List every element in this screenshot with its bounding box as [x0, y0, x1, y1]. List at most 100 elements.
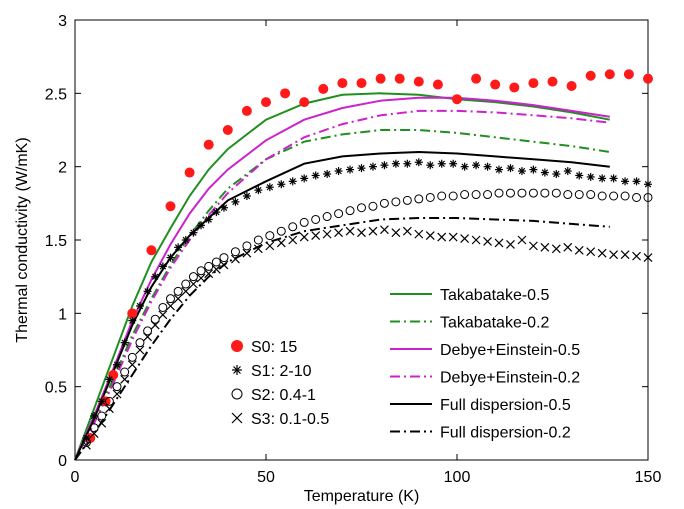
data-point-s3-0-1-0-5: [242, 248, 252, 258]
data-point-s3-0-1-0-5: [158, 310, 168, 320]
data-point-s2-0-4-1: [81, 437, 91, 447]
data-point-s1-2-10-stroke: [213, 208, 220, 216]
data-point-s3-0-1-0-5: [181, 286, 191, 296]
data-point-s3-0-1-0-5-stroke: [276, 238, 286, 248]
data-point-s3-0-1-0-5: [402, 226, 412, 236]
data-point-s1-2-10: [90, 412, 99, 420]
data-point-s2-0-4-1: [127, 352, 137, 362]
data-point-s2-0-4-1: [112, 382, 122, 392]
data-point-s3-0-1-0-5-stroke: [494, 238, 504, 248]
y-tick-label: 0: [58, 453, 67, 470]
data-point-s3-0-1-0-5-stroke: [196, 273, 206, 283]
data-point-s2-0-4-1: [135, 338, 145, 348]
data-point-s3-0-1-0-5-stroke: [517, 235, 527, 245]
data-point-s1-2-10-stroke: [346, 166, 354, 173]
data-point-s1-2-10: [414, 158, 423, 167]
data-point-s0-15: [490, 79, 501, 90]
data-point-s2-0-4-1: [609, 191, 619, 201]
data-point-s3-0-1-0-5-stroke: [402, 226, 412, 236]
data-point-s2-0-4-1: [483, 190, 493, 200]
data-point-s3-0-1-0-5-stroke: [82, 440, 91, 450]
data-point-s3-0-1-0-5-stroke: [322, 229, 332, 239]
data-point-s3-0-1-0-5: [586, 247, 596, 257]
data-point-s1-2-10: [212, 208, 221, 217]
legend-marker-s1-2-10: [232, 365, 242, 375]
data-point-s3-0-1-0-5: [506, 239, 515, 249]
data-point-s0-15: [413, 76, 424, 87]
data-point-s1-2-10-stroke: [243, 192, 251, 200]
legend-label: S3: 0.1-0.5: [251, 411, 329, 428]
data-point-s3-0-1-0-5-stroke: [597, 248, 607, 258]
data-point-s0-15: [318, 83, 329, 94]
data-point-s2-0-4-1: [460, 190, 470, 200]
legend-marker-s2-0-4-1: [231, 388, 243, 400]
legend-label: Debye+Einstein-0.5: [440, 342, 580, 359]
data-point-s1-2-10: [563, 167, 572, 176]
data-point-s0-15: [127, 308, 138, 319]
y-tick-label: 1.5: [45, 233, 67, 250]
data-point-s1-2-10-stroke: [576, 172, 583, 179]
data-point-s3-0-1-0-5: [112, 389, 122, 399]
data-point-s1-2-10-stroke: [553, 170, 560, 178]
data-point-s2-0-4-1: [89, 423, 99, 433]
y-axis-label: Thermal conductivity (W/mK): [14, 137, 31, 342]
series-line-takabatake-0-5: [74, 92, 610, 461]
data-point-s3-0-1-0-5-stroke: [345, 226, 355, 236]
data-point-s3-0-1-0-5-stroke: [563, 242, 573, 252]
data-point-s1-2-10: [483, 162, 492, 171]
data-point-s2-0-4-1: [253, 235, 263, 245]
data-point-s3-0-1-0-5-stroke: [586, 247, 596, 257]
data-point-s3-0-1-0-5: [471, 235, 481, 245]
data-point-s2-0-4-1: [597, 191, 607, 201]
data-point-s2-0-4-1: [425, 192, 435, 202]
data-point-s3-0-1-0-5-stroke: [334, 228, 344, 238]
data-point-s3-0-1-0-5: [97, 418, 107, 428]
data-point-s3-0-1-0-5-stroke: [150, 320, 160, 330]
data-point-s3-0-1-0-5-stroke: [143, 332, 153, 342]
data-point-s1-2-10: [120, 338, 129, 347]
data-point-s3-0-1-0-5-stroke: [299, 232, 309, 242]
data-point-s2-0-4-1: [150, 314, 160, 324]
data-point-s1-2-10: [598, 174, 607, 183]
data-point-s3-0-1-0-5: [150, 320, 160, 330]
data-point-s3-0-1-0-5-stroke: [528, 241, 538, 251]
data-point-s2-0-4-1: [643, 192, 653, 202]
data-point-s3-0-1-0-5-stroke: [120, 374, 130, 384]
data-point-s0-15: [184, 167, 195, 178]
legend-marker-s3-0-1-0-5: [231, 412, 243, 424]
data-point-s1-2-10-stroke: [369, 163, 377, 170]
data-point-s1-2-10-stroke: [495, 166, 503, 173]
data-point-s1-2-10: [197, 221, 206, 230]
legend-label: Takabatake-0.2: [440, 315, 550, 332]
data-point-s0-15: [146, 245, 157, 256]
data-point-s3-0-1-0-5: [211, 264, 221, 274]
data-point-s0-15: [452, 94, 462, 105]
data-point-s2-0-4-1: [345, 206, 355, 216]
data-point-s3-0-1-0-5-stroke: [135, 345, 145, 355]
data-point-s3-0-1-0-5: [357, 228, 366, 238]
data-point-s2-0-4-1: [357, 203, 366, 213]
data-point-s3-0-1-0-5: [322, 229, 332, 239]
data-point-s1-2-10-stroke: [518, 167, 526, 175]
data-point-s0-15: [222, 125, 233, 135]
data-point-s1-2-10-stroke: [232, 198, 239, 206]
y-tick-label: 3: [58, 13, 67, 30]
data-point-s1-2-10-stroke: [167, 254, 174, 261]
data-point-s2-0-4-1: [219, 253, 229, 263]
data-point-s1-2-10-stroke: [392, 160, 400, 167]
data-point-s2-0-4-1: [143, 326, 153, 336]
data-point-s2-0-4-1: [181, 279, 191, 289]
data-point-s3-0-1-0-5-stroke: [574, 245, 584, 255]
data-point-s3-0-1-0-5: [540, 242, 550, 252]
data-point-s3-0-1-0-5-stroke: [483, 237, 492, 246]
data-point-s1-2-10: [300, 174, 309, 183]
data-point-s0-15: [394, 73, 405, 84]
data-point-s3-0-1-0-5: [166, 301, 175, 311]
data-point-s2-0-4-1: [104, 396, 114, 406]
data-point-s3-0-1-0-5: [517, 235, 527, 245]
data-point-s3-0-1-0-5: [143, 332, 153, 342]
data-point-s3-0-1-0-5-stroke: [620, 250, 630, 260]
data-point-s3-0-1-0-5-stroke: [414, 229, 424, 239]
data-point-s2-0-4-1: [505, 188, 515, 198]
